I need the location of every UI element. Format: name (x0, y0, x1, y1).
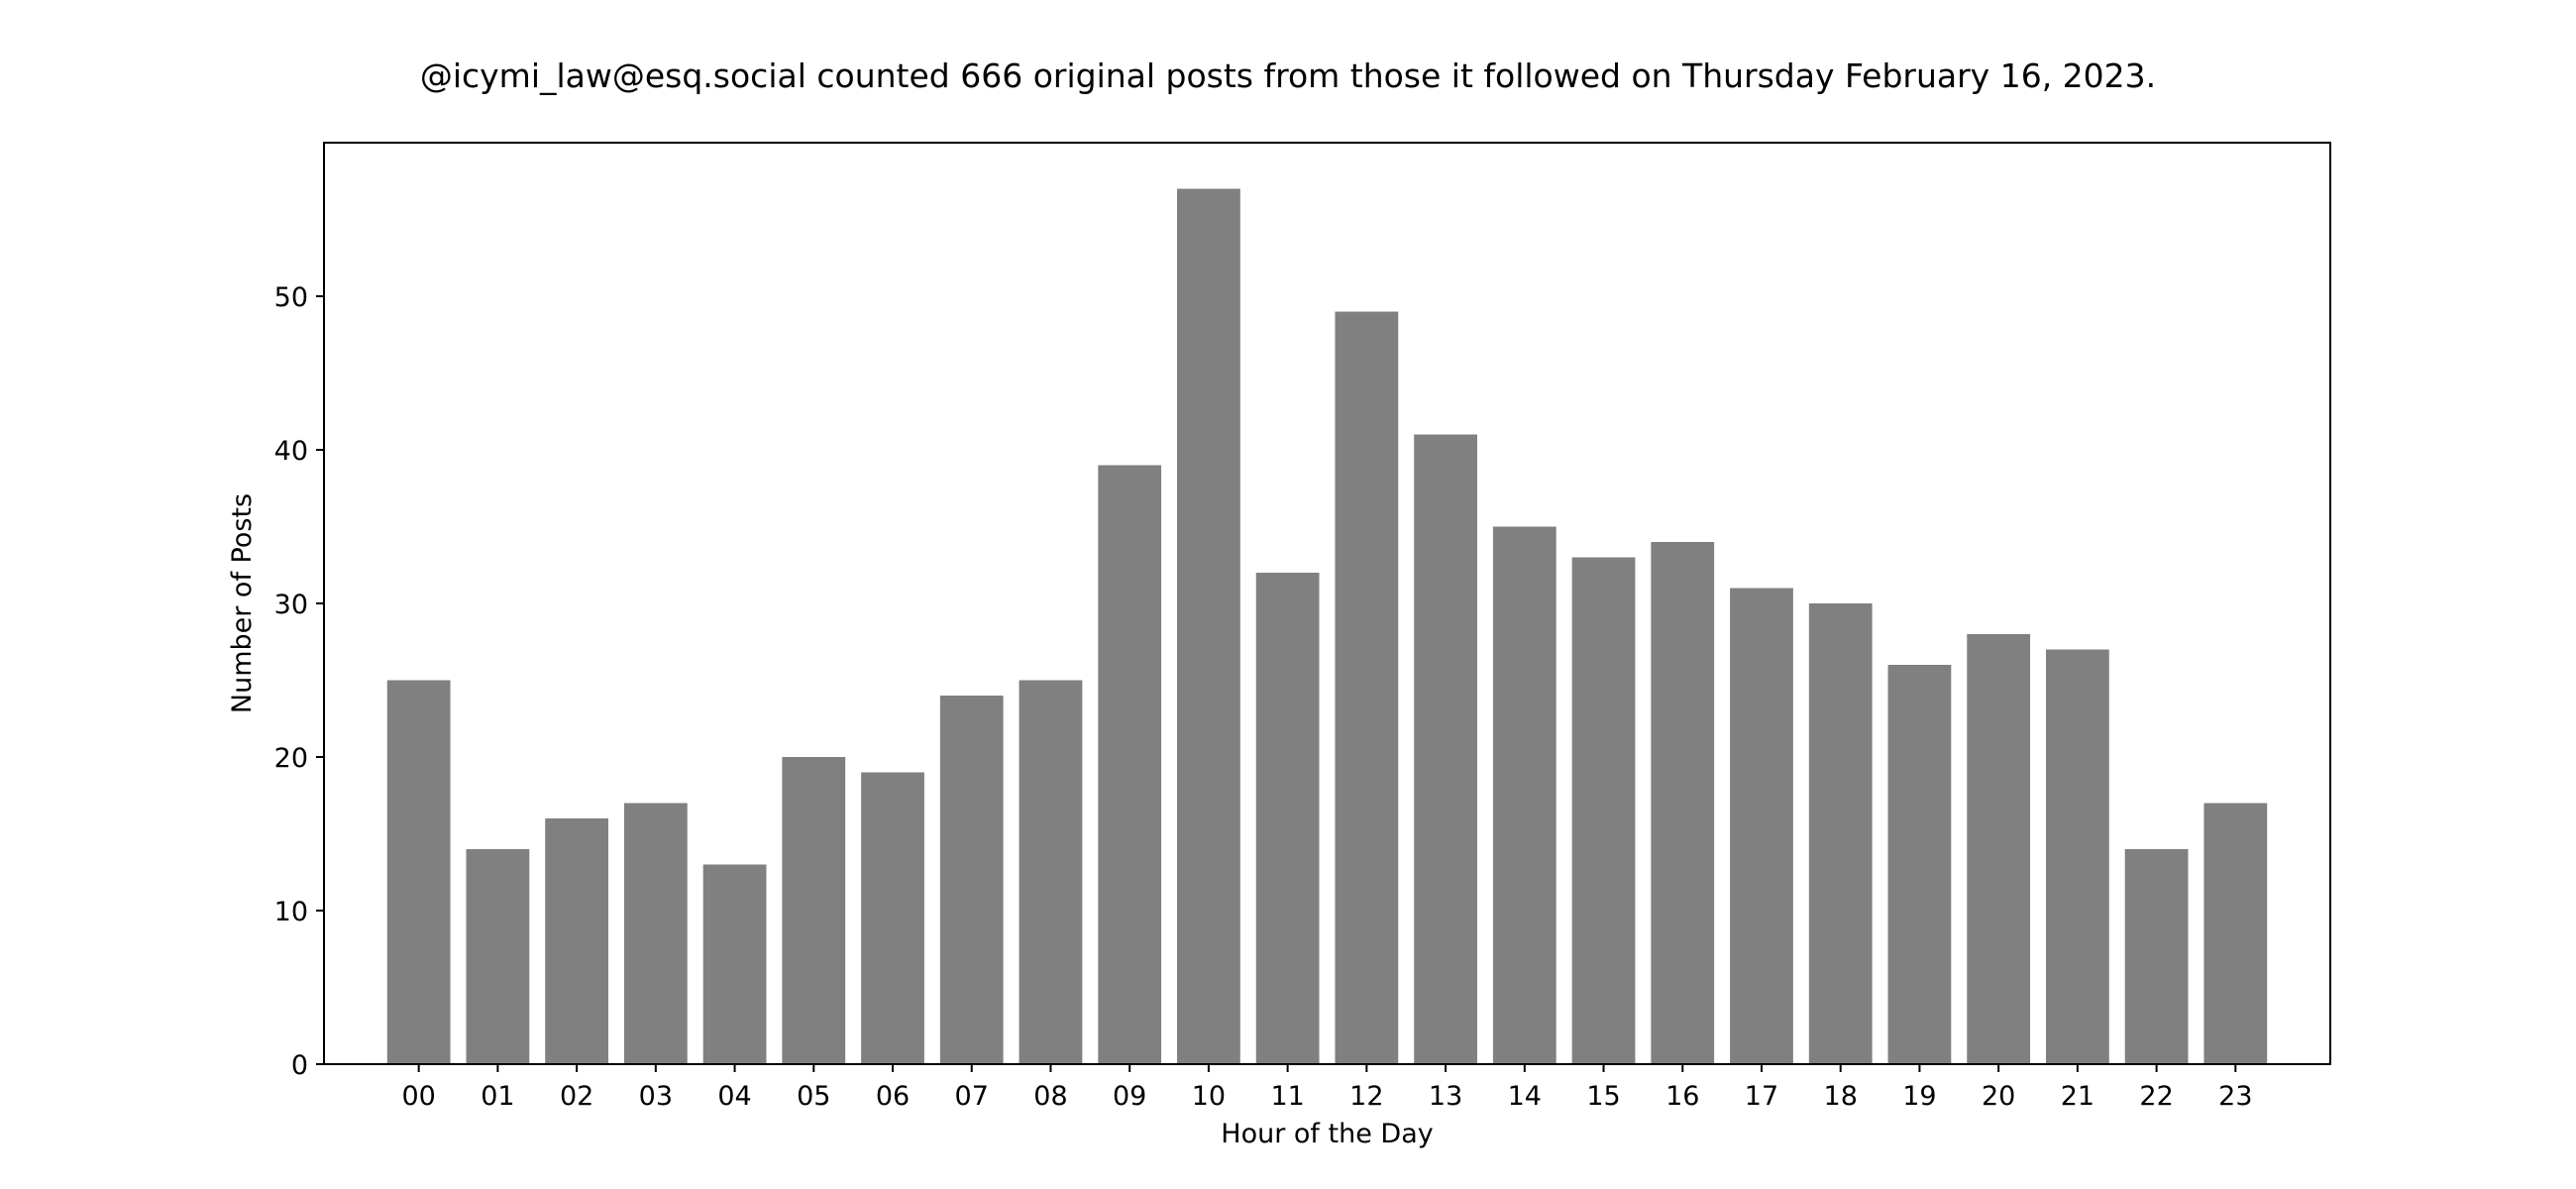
bar-18 (1808, 603, 1873, 1064)
x-tick-label: 19 (1902, 1081, 1936, 1112)
x-tick-label: 18 (1824, 1081, 1858, 1112)
bar-09 (1098, 465, 1162, 1064)
bar-19 (1887, 665, 1952, 1064)
bar-01 (466, 849, 530, 1064)
x-tick-label: 05 (797, 1081, 830, 1112)
bar-11 (1255, 573, 1320, 1064)
x-tick-label: 15 (1586, 1081, 1620, 1112)
bar-23 (2203, 803, 2268, 1064)
y-tick-label: 40 (274, 436, 308, 467)
bar-04 (702, 864, 767, 1064)
x-tick-label: 16 (1665, 1081, 1699, 1112)
x-tick-label: 23 (2218, 1081, 2252, 1112)
x-tick-label: 03 (639, 1081, 673, 1112)
y-tick-label: 10 (274, 897, 308, 927)
y-tick-label: 20 (274, 743, 308, 774)
x-tick-label: 13 (1429, 1081, 1462, 1112)
x-axis-label: Hour of the Day (1221, 1119, 1433, 1149)
bar-13 (1414, 434, 1477, 1064)
x-tick-label: 10 (1192, 1081, 1226, 1112)
x-tick-label: 09 (1113, 1081, 1146, 1112)
x-tick-label: 11 (1270, 1081, 1304, 1112)
bar-05 (782, 757, 846, 1064)
bar-22 (2124, 849, 2189, 1064)
bar-12 (1335, 311, 1399, 1064)
bars-group (386, 188, 2268, 1064)
bar-14 (1492, 526, 1556, 1064)
y-tick-label: 50 (274, 282, 308, 313)
bar-17 (1730, 588, 1793, 1064)
bar-08 (1019, 680, 1083, 1064)
bar-21 (2045, 649, 2109, 1064)
x-axis: 00 01 02 03 04 05 06 07 08 09 10 11 12 13 14 15 16 17 18 19… (401, 1064, 2253, 1112)
bar-16 (1651, 542, 1715, 1064)
y-tick-label: 30 (274, 590, 308, 620)
x-tick-label: 01 (481, 1081, 514, 1112)
bar-20 (1967, 634, 2031, 1064)
x-tick-label: 08 (1033, 1081, 1067, 1112)
x-tick-label: 07 (955, 1081, 989, 1112)
bar-15 (1571, 557, 1636, 1064)
bar-06 (861, 772, 924, 1064)
x-tick-label: 04 (717, 1081, 751, 1112)
x-tick-label: 22 (2139, 1081, 2173, 1112)
chart-title: @icymi_law@esq.social counted 666 origin… (420, 56, 2156, 95)
x-tick-label: 20 (1982, 1081, 2015, 1112)
x-tick-label: 14 (1508, 1081, 1542, 1112)
x-tick-label: 02 (560, 1081, 593, 1112)
bar-03 (623, 803, 688, 1064)
y-axis: 0 10 20 30 40 50 (274, 282, 324, 1081)
x-tick-label: 21 (2061, 1081, 2094, 1112)
bar-02 (545, 818, 609, 1064)
x-tick-label: 06 (876, 1081, 910, 1112)
x-tick-label: 12 (1349, 1081, 1383, 1112)
bar-07 (939, 696, 1004, 1064)
y-axis-label: Number of Posts (227, 493, 258, 713)
x-tick-label: 17 (1745, 1081, 1778, 1112)
bar-00 (386, 680, 451, 1064)
y-tick-label: 0 (291, 1050, 308, 1081)
x-tick-label: 00 (401, 1081, 435, 1112)
bar-10 (1177, 188, 1240, 1064)
